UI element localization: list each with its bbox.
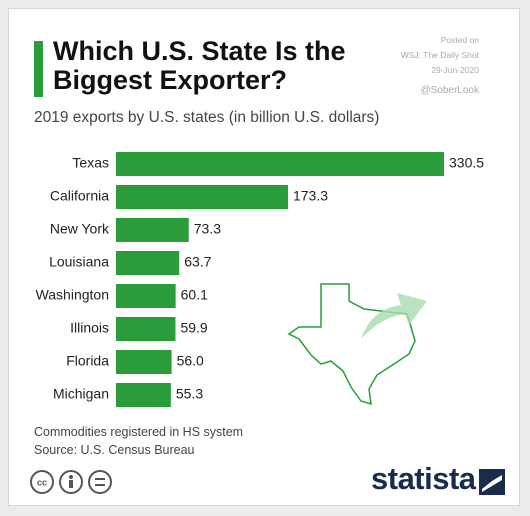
value-label: 55.3: [176, 386, 203, 402]
bar: [116, 317, 176, 341]
chart: Texas 330.5 California 173.3 New York 73.3 Lou…: [36, 152, 484, 407]
bar: [116, 284, 176, 308]
value-label: 330.5: [449, 155, 484, 171]
value-label: 63.7: [184, 254, 211, 270]
bar: [116, 218, 189, 242]
texas-map: [287, 283, 427, 406]
chart-title: Which U.S. State Is the Biggest Exporter…: [53, 36, 346, 95]
value-label: 60.1: [181, 287, 208, 303]
license-icons: cc: [30, 470, 112, 494]
accent-bar: [34, 41, 43, 97]
category-label: Illinois: [70, 320, 109, 336]
source: Source: U.S. Census Bureau: [34, 443, 195, 457]
posted-date: 29-Jun-2020: [431, 65, 479, 75]
category-label: Texas: [72, 155, 109, 171]
value-label: 73.3: [194, 221, 221, 237]
category-label: California: [50, 188, 109, 204]
svg-text:cc: cc: [37, 477, 47, 487]
bar: [116, 185, 288, 209]
bar: [116, 152, 444, 176]
value-label: 59.9: [180, 320, 207, 336]
posted-label: Posted on: [440, 35, 479, 45]
category-label: Michigan: [53, 386, 109, 402]
brand-logo: statista: [371, 461, 476, 496]
category-label: Washington: [36, 287, 109, 303]
credit: @SoberLook: [420, 85, 479, 96]
note: Commodities registered in HS system: [34, 425, 244, 439]
posted-source: WSJ: The Daily Shot: [400, 50, 479, 60]
category-label: Florida: [66, 353, 109, 369]
value-label: 173.3: [293, 188, 328, 204]
category-label: Louisiana: [49, 254, 109, 270]
chart-subtitle: 2019 exports by U.S. states (in billion …: [34, 109, 380, 126]
bar: [116, 350, 172, 374]
bar: [116, 251, 180, 275]
card: Which U.S. State Is the Biggest Exporter…: [8, 8, 520, 506]
brand-icon: [479, 469, 505, 495]
category-label: New York: [50, 221, 110, 237]
value-label: 56.0: [177, 353, 204, 369]
bar: [116, 383, 171, 407]
